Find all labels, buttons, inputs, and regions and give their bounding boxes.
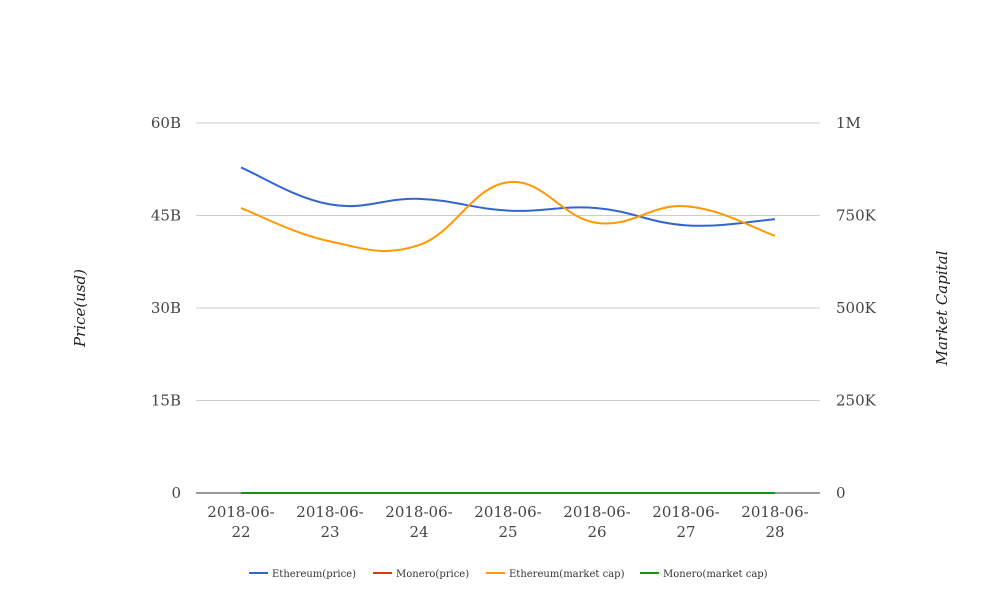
gridlines <box>196 122 820 401</box>
legend: Ethereum(price) Monero(price) Ethereum(mar… <box>249 569 768 580</box>
x-tick-label: 2018-06-26 <box>563 503 630 541</box>
series-lines <box>240 166 776 495</box>
left-y-tick-labels: 0 15B 30B 45B 60B <box>151 114 181 502</box>
left-y-tick-label: 30B <box>151 299 181 317</box>
right-y-tick-label: 1M <box>836 114 861 132</box>
x-tick-label: 2018-06-27 <box>652 503 719 541</box>
right-y-tick-labels: 0 250K 500K 750K 1M <box>836 114 877 502</box>
right-y-tick-label: 250K <box>836 392 877 410</box>
left-y-tick-label: 45B <box>151 207 181 225</box>
right-axis-title: Market Capital <box>933 250 951 366</box>
x-tick-label: 2018-06-24 <box>385 503 452 541</box>
right-y-tick-label: 500K <box>836 299 877 317</box>
left-y-tick-label: 0 <box>171 484 181 502</box>
legend-label: Ethereum(price) <box>272 569 356 580</box>
right-y-tick-label: 750K <box>836 207 877 225</box>
legend-label: Monero(price) <box>396 569 469 580</box>
legend-label: Ethereum(market cap) <box>509 569 625 580</box>
right-y-tick-label: 0 <box>836 484 846 502</box>
x-tick-labels: 2018-06-22 2018-06-23 2018-06-24 2018-06-25… <box>207 503 808 541</box>
series-line-ethereum-price <box>240 166 776 227</box>
left-axis-title: Price(usd) <box>71 269 89 348</box>
legend-label: Monero(market cap) <box>663 569 768 580</box>
x-tick-label: 2018-06-23 <box>296 503 363 541</box>
x-tick-label: 2018-06-28 <box>741 503 808 541</box>
left-y-tick-label: 60B <box>151 114 181 132</box>
series-line-ethereum-market-cap <box>240 181 776 253</box>
x-tick-label: 2018-06-22 <box>207 503 274 541</box>
left-y-tick-label: 15B <box>151 392 181 410</box>
x-tick-label: 2018-06-25 <box>474 503 541 541</box>
